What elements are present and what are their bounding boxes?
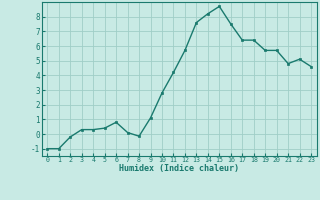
- X-axis label: Humidex (Indice chaleur): Humidex (Indice chaleur): [119, 164, 239, 173]
